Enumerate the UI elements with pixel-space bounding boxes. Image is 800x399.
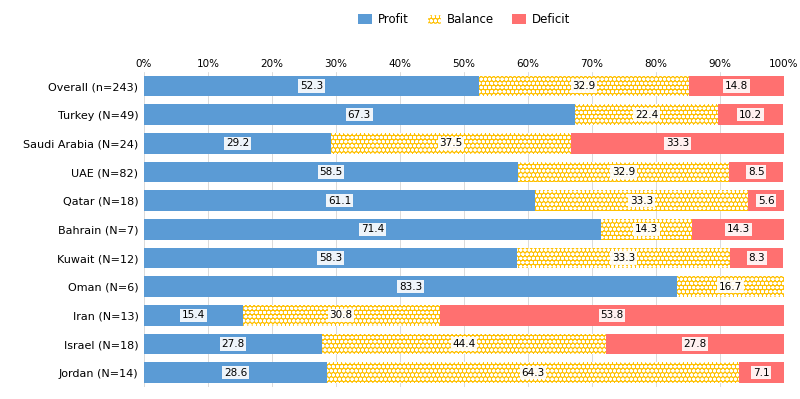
Text: 58.3: 58.3 bbox=[319, 253, 342, 263]
Bar bbox=[440, 305, 784, 326]
Text: 61.1: 61.1 bbox=[328, 196, 351, 206]
Text: 5.6: 5.6 bbox=[758, 196, 774, 206]
Bar bbox=[677, 277, 784, 297]
Bar bbox=[144, 248, 517, 269]
Bar bbox=[478, 76, 690, 97]
Bar bbox=[144, 162, 518, 182]
Bar bbox=[571, 133, 784, 154]
Bar bbox=[144, 76, 478, 97]
Bar bbox=[242, 305, 440, 326]
Bar bbox=[677, 277, 784, 297]
Bar bbox=[693, 219, 784, 240]
Text: 8.3: 8.3 bbox=[749, 253, 765, 263]
Bar bbox=[738, 362, 784, 383]
Text: 53.8: 53.8 bbox=[600, 310, 623, 320]
Bar bbox=[144, 133, 331, 154]
Bar bbox=[601, 219, 693, 240]
Text: 15.4: 15.4 bbox=[182, 310, 205, 320]
Bar bbox=[517, 248, 730, 269]
Bar bbox=[331, 133, 571, 154]
Bar bbox=[144, 362, 327, 383]
Bar bbox=[327, 362, 738, 383]
Bar bbox=[144, 334, 322, 354]
Text: 37.5: 37.5 bbox=[439, 138, 462, 148]
Text: 58.5: 58.5 bbox=[319, 167, 343, 177]
Bar bbox=[535, 190, 748, 211]
Text: 29.2: 29.2 bbox=[226, 138, 249, 148]
Text: 83.3: 83.3 bbox=[399, 282, 422, 292]
Text: 52.3: 52.3 bbox=[300, 81, 323, 91]
Bar bbox=[729, 162, 783, 182]
Bar bbox=[331, 133, 571, 154]
Legend: Profit, Balance, Deficit: Profit, Balance, Deficit bbox=[354, 8, 574, 31]
Bar bbox=[322, 334, 606, 354]
Text: 67.3: 67.3 bbox=[348, 110, 371, 120]
Bar bbox=[144, 219, 601, 240]
Text: 14.8: 14.8 bbox=[725, 81, 748, 91]
Text: 7.1: 7.1 bbox=[753, 368, 770, 378]
Text: 33.3: 33.3 bbox=[630, 196, 654, 206]
Text: 27.8: 27.8 bbox=[222, 339, 245, 349]
Text: 14.3: 14.3 bbox=[635, 224, 658, 235]
Bar bbox=[144, 277, 677, 297]
Text: 44.4: 44.4 bbox=[452, 339, 476, 349]
Bar bbox=[517, 248, 730, 269]
Bar bbox=[242, 305, 440, 326]
Text: 28.6: 28.6 bbox=[224, 368, 247, 378]
Text: 14.3: 14.3 bbox=[726, 224, 750, 235]
Text: 64.3: 64.3 bbox=[521, 368, 545, 378]
Bar bbox=[478, 76, 690, 97]
Text: 22.4: 22.4 bbox=[634, 110, 658, 120]
Text: 30.8: 30.8 bbox=[330, 310, 353, 320]
Bar bbox=[606, 334, 784, 354]
Bar bbox=[574, 105, 718, 125]
Bar bbox=[730, 248, 783, 269]
Text: 10.2: 10.2 bbox=[739, 110, 762, 120]
Bar bbox=[327, 362, 738, 383]
Bar bbox=[748, 190, 784, 211]
Bar bbox=[518, 162, 729, 182]
Bar bbox=[144, 305, 242, 326]
Bar bbox=[601, 219, 693, 240]
Bar bbox=[535, 190, 748, 211]
Text: 33.3: 33.3 bbox=[612, 253, 635, 263]
Bar bbox=[718, 105, 783, 125]
Text: 33.3: 33.3 bbox=[666, 138, 689, 148]
Bar bbox=[518, 162, 729, 182]
Text: 27.8: 27.8 bbox=[683, 339, 706, 349]
Bar bbox=[690, 76, 784, 97]
Text: 32.9: 32.9 bbox=[612, 167, 635, 177]
Text: 8.5: 8.5 bbox=[748, 167, 765, 177]
Bar bbox=[574, 105, 718, 125]
Bar bbox=[322, 334, 606, 354]
Bar bbox=[144, 190, 535, 211]
Text: 71.4: 71.4 bbox=[361, 224, 384, 235]
Text: 16.7: 16.7 bbox=[719, 282, 742, 292]
Text: 32.9: 32.9 bbox=[572, 81, 596, 91]
Bar bbox=[144, 105, 574, 125]
